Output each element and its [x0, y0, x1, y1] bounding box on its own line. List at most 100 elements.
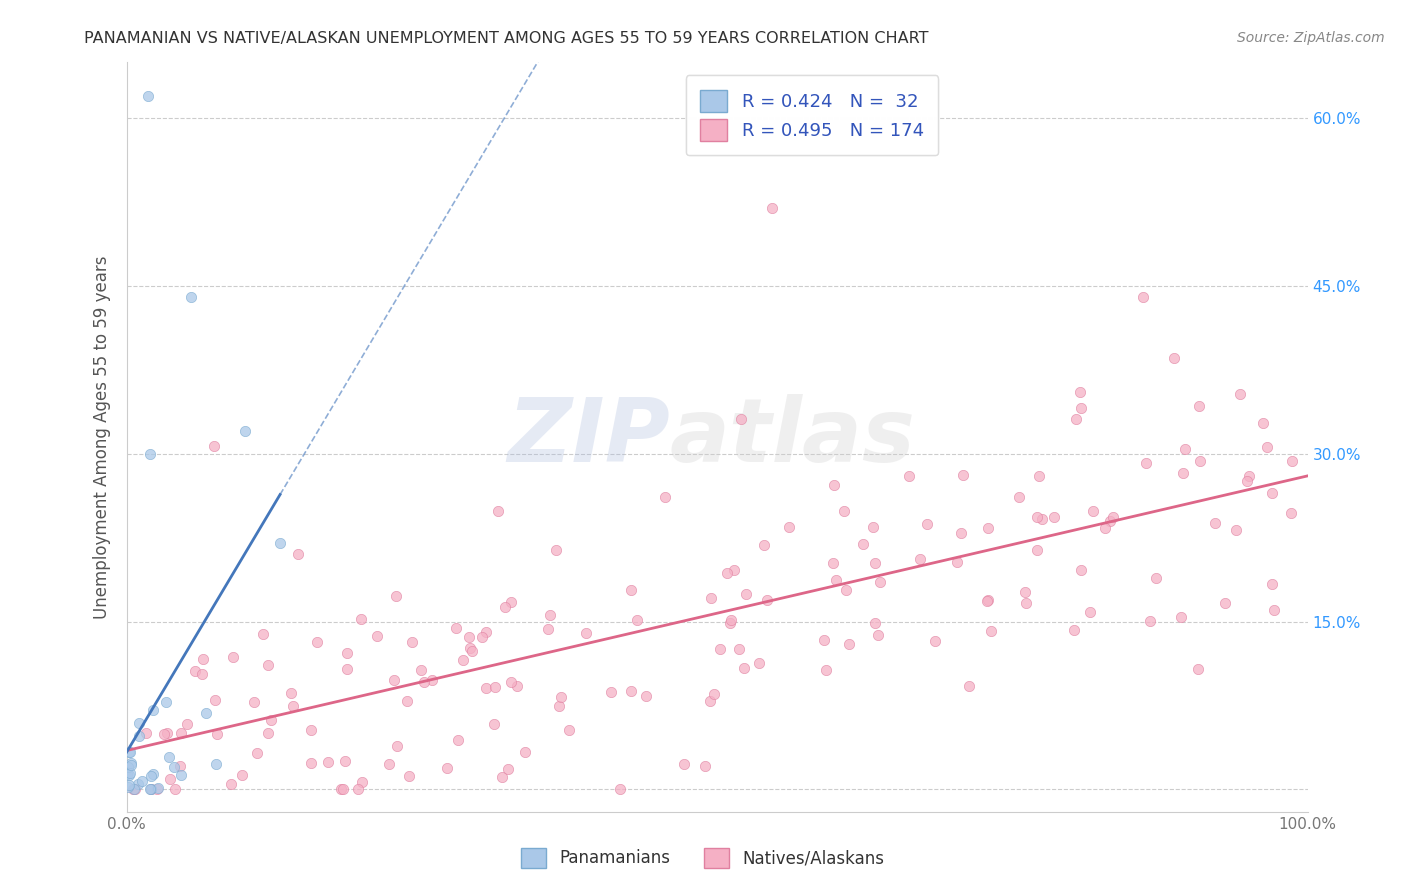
Text: PANAMANIAN VS NATIVE/ALASKAN UNEMPLOYMENT AMONG AGES 55 TO 59 YEARS CORRELATION : PANAMANIAN VS NATIVE/ALASKAN UNEMPLOYMEN… — [84, 31, 929, 46]
Point — [378, 757, 401, 772]
Point — [193, 651, 215, 665]
Point — [952, 468, 974, 483]
Point — [1070, 563, 1092, 577]
Point — [156, 726, 179, 740]
Point — [558, 723, 581, 737]
Point — [1102, 509, 1125, 524]
Point — [142, 703, 165, 717]
Point — [155, 695, 177, 709]
Point — [730, 412, 752, 426]
Point — [120, 757, 142, 772]
Point — [709, 642, 731, 657]
Point — [1063, 624, 1085, 638]
Point — [1132, 290, 1154, 304]
Point — [673, 757, 696, 772]
Point — [120, 765, 142, 780]
Point — [728, 642, 751, 657]
Point — [117, 759, 139, 773]
Point — [868, 628, 890, 642]
Point — [550, 690, 572, 704]
Point — [145, 782, 167, 797]
Point — [976, 594, 998, 608]
Point — [347, 782, 370, 797]
Point — [506, 679, 529, 693]
Point — [1261, 485, 1284, 500]
Point — [136, 89, 159, 103]
Point — [287, 547, 309, 561]
Point — [305, 635, 328, 649]
Point — [170, 726, 193, 740]
Point — [176, 716, 198, 731]
Point — [832, 504, 855, 518]
Point — [491, 770, 513, 784]
Point — [609, 782, 631, 797]
Point — [700, 591, 723, 605]
Point — [118, 768, 141, 782]
Point — [122, 782, 145, 797]
Point — [761, 201, 783, 215]
Point — [821, 556, 844, 570]
Point — [117, 745, 139, 759]
Point — [1015, 595, 1038, 609]
Point — [139, 447, 162, 461]
Point — [139, 782, 162, 797]
Point — [219, 777, 242, 791]
Point — [1204, 516, 1226, 530]
Point — [1064, 411, 1087, 425]
Point — [205, 756, 228, 771]
Point — [332, 782, 354, 797]
Point — [1135, 456, 1157, 470]
Text: ZIP: ZIP — [508, 393, 669, 481]
Point — [1174, 442, 1197, 456]
Point — [718, 616, 741, 631]
Point — [620, 684, 643, 698]
Point — [396, 694, 419, 708]
Point — [194, 706, 217, 720]
Point — [444, 621, 467, 635]
Point — [915, 516, 938, 531]
Point — [1098, 514, 1121, 528]
Point — [243, 695, 266, 709]
Point — [352, 775, 374, 789]
Point — [256, 658, 278, 673]
Point — [910, 551, 932, 566]
Point — [1078, 605, 1101, 619]
Point — [574, 626, 596, 640]
Point — [1070, 401, 1092, 415]
Point — [496, 762, 519, 776]
Point — [499, 595, 522, 609]
Point — [752, 538, 775, 552]
Point — [159, 772, 181, 787]
Point — [723, 563, 745, 577]
Point — [457, 630, 479, 644]
Point — [1260, 577, 1282, 591]
Point — [515, 745, 537, 759]
Point — [863, 556, 886, 570]
Point — [471, 630, 494, 644]
Point — [1279, 506, 1302, 520]
Point — [280, 686, 302, 700]
Point — [1281, 454, 1303, 468]
Point — [451, 653, 474, 667]
Point — [118, 745, 141, 759]
Point — [537, 622, 560, 636]
Point — [299, 723, 322, 737]
Point — [924, 634, 946, 648]
Point — [1028, 469, 1050, 483]
Point — [720, 613, 742, 627]
Point — [163, 760, 186, 774]
Point — [838, 636, 860, 650]
Point — [257, 726, 280, 740]
Point — [778, 520, 800, 534]
Point — [1170, 609, 1192, 624]
Point — [756, 593, 779, 607]
Point — [1069, 384, 1091, 399]
Text: Source: ZipAtlas.com: Source: ZipAtlas.com — [1237, 31, 1385, 45]
Point — [950, 526, 973, 541]
Point — [748, 656, 770, 670]
Point — [222, 650, 245, 665]
Point — [499, 674, 522, 689]
Point — [128, 729, 150, 743]
Point — [1026, 543, 1049, 558]
Point — [141, 781, 163, 796]
